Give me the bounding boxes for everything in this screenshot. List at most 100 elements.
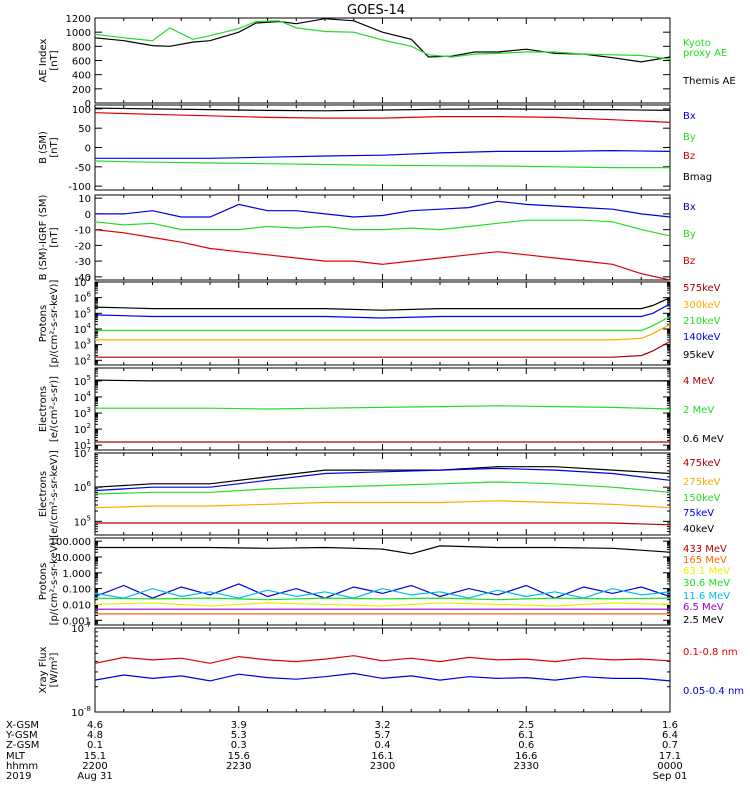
y-axis-label-line: [nT] <box>49 50 60 70</box>
y-axis-label-line: [p/(cm²-s-sr-keV)] <box>49 280 60 368</box>
series-line-black <box>95 545 671 555</box>
series-line-yellow <box>94 602 671 607</box>
y-tick-label: 0 <box>85 210 91 221</box>
legend-entry: 40keV <box>683 524 714 535</box>
series-line-darkred <box>95 340 671 358</box>
series-line-black <box>94 297 671 311</box>
y-axis-label-line: Protons <box>38 563 49 600</box>
y-axis-label-line: [e/(cm²-s-sr-keV)] <box>49 450 60 538</box>
panel-1: 0 200 400 600 800 1000 1200 AE Index[nT] Kyotopr… <box>38 14 736 110</box>
y-axis-label-line: Electrons <box>38 386 49 432</box>
panel-frame <box>94 627 671 713</box>
x-tick-value: 6.4 <box>662 730 678 741</box>
x-tick-value: 6.1 <box>518 730 534 741</box>
legend-entry: By <box>683 132 696 143</box>
y-axis-label-line: [p/(cm²-s-sr-keV)] <box>49 538 60 626</box>
y-axis-label: Protons[p/(cm²-s-sr-keV)] <box>38 280 60 368</box>
series-line-blue <box>94 467 671 492</box>
legend-entry: Kyoto <box>683 38 711 49</box>
y-axis-label-line: [nT] <box>49 227 60 247</box>
y-tick-label: -30 <box>75 257 91 268</box>
y-tick-label: -20 <box>75 241 91 252</box>
x-tick-value: Sep 01 <box>653 771 688 782</box>
series-line-orange <box>95 323 671 341</box>
series-line-blue <box>95 149 671 159</box>
x-tick-value: 4.8 <box>87 730 103 741</box>
y-axis-label-line: Xray Flux <box>38 646 49 693</box>
legend-entry: 0.6 MeV <box>683 434 724 445</box>
y-tick-label: 106 <box>74 480 92 494</box>
legend-entry: By <box>683 229 696 240</box>
x-tick-value: 0.4 <box>375 740 391 751</box>
y-tick-label: 105 <box>74 374 91 388</box>
legend-entry: 4 MeV <box>683 376 714 387</box>
x-tick-value: 4.6 <box>87 720 103 731</box>
y-axis-label-line: [W/m²] <box>49 652 60 687</box>
y-axis-label: Electrons[e/(cm²-s-sr)] <box>38 376 60 442</box>
series-line-black <box>94 466 671 488</box>
x-tick-value: 2330 <box>514 761 539 772</box>
x-tick-value: 0.7 <box>662 740 678 751</box>
y-tick-label: 100 <box>72 105 91 116</box>
y-tick-label: 106 <box>74 291 92 305</box>
y-tick-label: 102 <box>74 353 91 367</box>
y-axis-label-line: AE Index <box>38 38 49 82</box>
x-row-label: 2019 <box>6 771 31 782</box>
series-line-green <box>94 481 671 495</box>
series-line-black <box>94 18 671 63</box>
legend-entry: Themis AE <box>682 76 736 87</box>
y-tick-label: 10-7 <box>71 621 91 635</box>
y-tick-label: 1000 <box>66 28 91 39</box>
y-tick-label: -40 <box>75 273 91 284</box>
panel-frame <box>94 17 671 104</box>
y-axis-label-line: [nT] <box>49 137 60 157</box>
legend-entry: 2 MeV <box>683 405 714 416</box>
series-line-black <box>94 107 671 112</box>
legend-entry: Bz <box>683 256 695 267</box>
y-axis-label: AE Index[nT] <box>38 38 60 82</box>
legend-entry: 150keV <box>683 493 721 504</box>
x-tick-value: 2230 <box>226 761 251 772</box>
x-tick-value: 2300 <box>370 761 395 772</box>
legend-entry: Bmag <box>683 172 712 183</box>
y-tick-label: 104 <box>74 322 92 336</box>
legend-entry: 140keV <box>683 332 721 343</box>
legend-entry: 210keV <box>683 316 721 327</box>
y-tick-label: 400 <box>72 71 91 82</box>
y-axis-label-line: Electrons <box>38 471 49 517</box>
y-tick-label: -100 <box>68 182 91 193</box>
series-line-green <box>95 405 671 410</box>
series-line-red <box>94 112 671 123</box>
legend-entry: 433 MeV <box>683 544 727 555</box>
legend-entry: 575keV <box>683 283 721 294</box>
y-tick-label: 101 <box>74 438 91 452</box>
x-tick-value: 3.2 <box>375 720 391 731</box>
y-tick-label: 103 <box>74 406 91 420</box>
series-line-orange <box>94 500 671 509</box>
legend-entry: 30.6 MeV <box>683 578 730 589</box>
panel-8: 10-8 10-7 Xray Flux[W/m²] 0.1-0.8 nm 0.05-0.… <box>38 621 744 719</box>
panel-7: 0.0010.0100.1001.00010.000100.000Protons… <box>38 537 730 627</box>
series-line-green <box>95 315 671 332</box>
y-axis-label-line: B (SM)-IGRF (SM) <box>38 195 49 281</box>
y-tick-label: 105 <box>74 306 91 320</box>
legend-entry: proxy AE <box>683 48 727 59</box>
legend-entry: 2.5 MeV <box>683 615 724 626</box>
y-tick-label: 0 <box>85 144 91 155</box>
legend-entry: 475keV <box>683 458 721 469</box>
panel-2: -100 -50 0 50 100 B (SM)[nT] Bx By Bz Bmag <box>38 104 712 193</box>
x-row-label: Z-GSM <box>6 740 39 751</box>
x-row-label: hhmm <box>6 761 38 772</box>
y-tick-label: 102 <box>74 422 91 436</box>
x-tick-value: Aug 31 <box>77 771 112 782</box>
x-tick-value: 5.3 <box>231 730 247 741</box>
series-line-blue <box>94 672 671 682</box>
y-tick-label: 104 <box>74 390 92 404</box>
legend-entry: 6.5 MeV <box>683 602 724 613</box>
series-line-cyan <box>94 587 671 599</box>
x-tick-value: 2200 <box>82 761 107 772</box>
y-tick-label: 105 <box>74 514 91 528</box>
y-axis-label: Electrons[e/(cm²-s-sr-keV)] <box>38 450 60 538</box>
